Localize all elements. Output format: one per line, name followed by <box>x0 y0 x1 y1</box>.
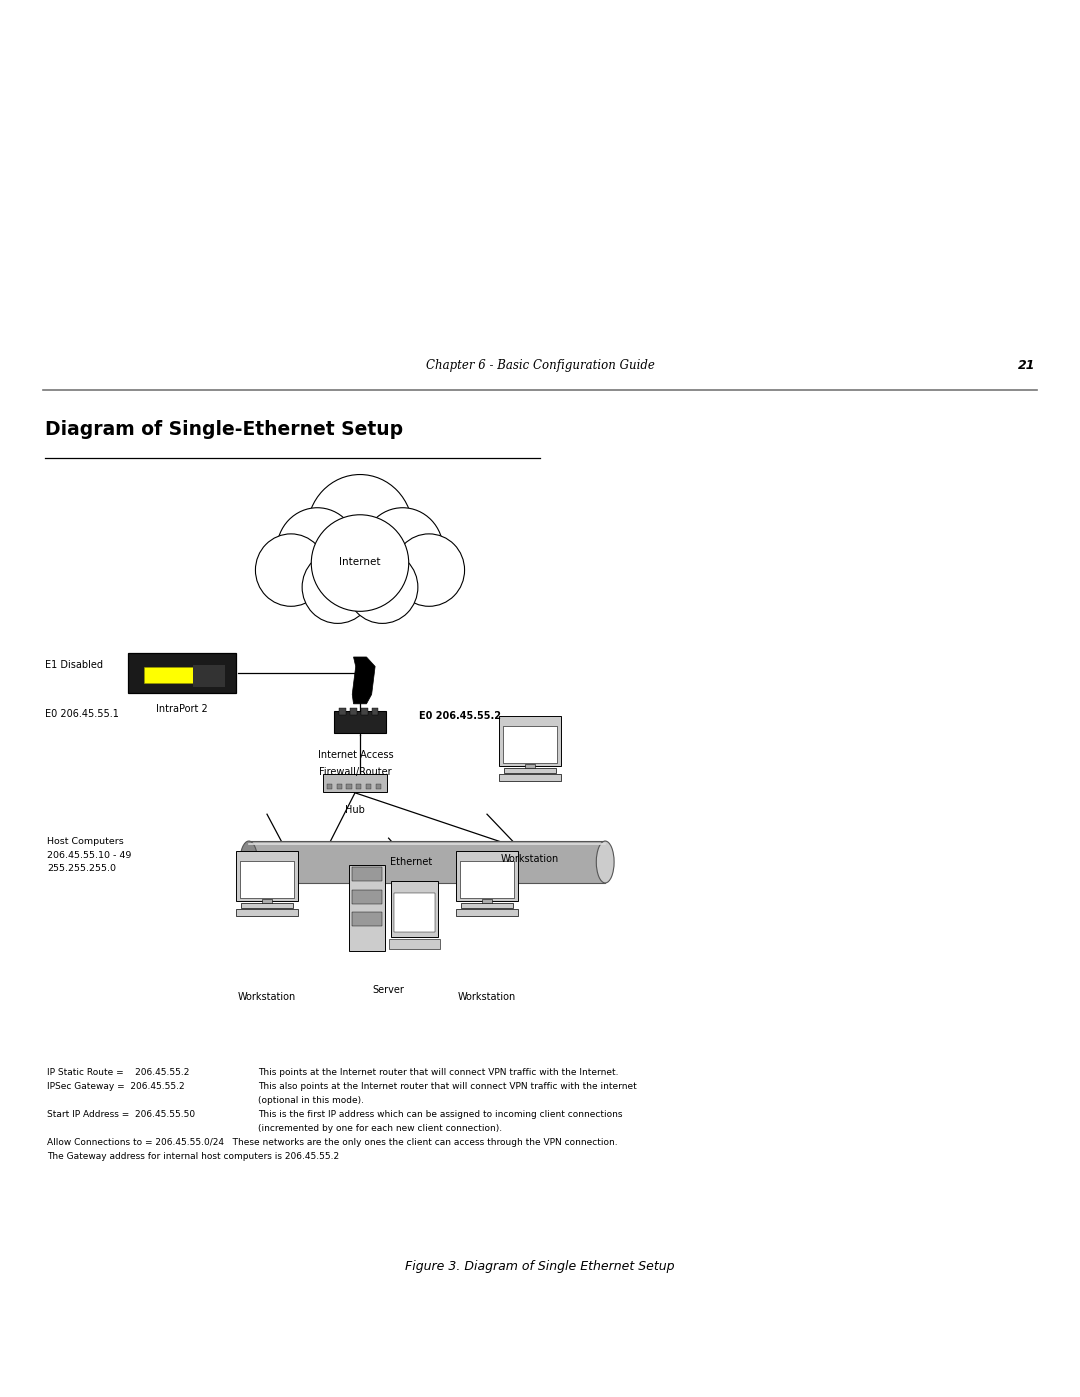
Text: E0 206.45.55.1: E0 206.45.55.1 <box>45 710 119 719</box>
Text: Figure 3. Diagram of Single Ethernet Setup: Figure 3. Diagram of Single Ethernet Set… <box>405 1260 675 1273</box>
Bar <box>499 715 562 766</box>
Text: Firewall/Router: Firewall/Router <box>320 767 392 777</box>
Text: Host Computers
206.45.55.10 - 49
255.255.255.0: Host Computers 206.45.55.10 - 49 255.255… <box>48 837 132 873</box>
Bar <box>391 882 438 937</box>
Ellipse shape <box>311 514 408 612</box>
Bar <box>241 904 293 908</box>
Text: Ethernet: Ethernet <box>390 856 432 868</box>
Ellipse shape <box>347 550 418 623</box>
Text: Workstation: Workstation <box>238 992 296 1002</box>
Bar <box>525 764 536 770</box>
Bar <box>248 841 605 883</box>
Bar <box>349 865 386 951</box>
Text: E1 Disabled: E1 Disabled <box>45 659 103 669</box>
Text: E0 206.45.55.2: E0 206.45.55.2 <box>419 711 501 721</box>
Bar <box>504 768 556 774</box>
Text: This is the first IP address which can be assigned to incoming client connection: This is the first IP address which can b… <box>258 1111 622 1119</box>
Text: This also points at the Internet router that will connect VPN traffic with the i: This also points at the Internet router … <box>258 1083 637 1091</box>
Bar <box>129 654 237 693</box>
Text: Allow Connections to = 206.45.55.0/24   These networks are the only ones the cli: Allow Connections to = 206.45.55.0/24 Th… <box>48 1139 618 1147</box>
Text: Start IP Address =  206.45.55.50: Start IP Address = 206.45.55.50 <box>48 1111 195 1119</box>
Bar <box>235 909 298 916</box>
Text: Workstation: Workstation <box>501 854 559 863</box>
Polygon shape <box>352 657 375 704</box>
Bar <box>350 708 356 715</box>
Bar <box>240 862 294 898</box>
Ellipse shape <box>393 534 464 606</box>
Bar <box>339 708 346 715</box>
Ellipse shape <box>240 841 258 883</box>
Bar <box>337 784 342 789</box>
Text: 21: 21 <box>1017 359 1035 372</box>
Bar <box>352 912 382 926</box>
Text: The Gateway address for internal host computers is 206.45.55.2: The Gateway address for internal host co… <box>48 1153 339 1161</box>
Ellipse shape <box>302 550 374 623</box>
Text: IP Static Route =    206.45.55.2: IP Static Route = 206.45.55.2 <box>48 1067 189 1077</box>
Bar <box>366 784 372 789</box>
Ellipse shape <box>256 534 326 606</box>
Ellipse shape <box>596 841 615 883</box>
Bar <box>456 851 518 901</box>
Bar <box>482 900 492 905</box>
Bar <box>456 909 518 916</box>
Bar <box>145 668 197 683</box>
Text: Hub: Hub <box>346 805 365 816</box>
Bar <box>347 784 352 789</box>
Text: Diagram of Single-Ethernet Setup: Diagram of Single-Ethernet Setup <box>45 420 403 439</box>
Bar <box>372 708 378 715</box>
Bar <box>352 890 382 904</box>
Text: Chapter 6 - Basic Configuration Guide: Chapter 6 - Basic Configuration Guide <box>426 359 654 372</box>
Bar <box>261 900 272 905</box>
Bar <box>394 893 435 932</box>
Bar <box>327 784 333 789</box>
Bar <box>352 868 382 882</box>
Text: Workstation: Workstation <box>458 992 516 1002</box>
Bar <box>334 711 386 733</box>
Bar <box>323 774 388 792</box>
Bar <box>460 862 514 898</box>
Text: Internet Access: Internet Access <box>318 750 393 760</box>
Text: IPSec Gateway =  206.45.55.2: IPSec Gateway = 206.45.55.2 <box>48 1083 185 1091</box>
Ellipse shape <box>276 507 357 592</box>
Text: This points at the Internet router that will connect VPN traffic with the Intern: This points at the Internet router that … <box>258 1067 619 1077</box>
Text: Internet: Internet <box>339 557 381 567</box>
Bar <box>361 708 367 715</box>
Text: IntraPort 2: IntraPort 2 <box>157 704 207 714</box>
Text: (optional in this mode).: (optional in this mode). <box>258 1097 364 1105</box>
Bar <box>376 784 381 789</box>
Ellipse shape <box>362 507 443 592</box>
Bar <box>503 726 557 763</box>
Text: Server: Server <box>373 985 405 995</box>
Text: (incremented by one for each new client connection).: (incremented by one for each new client … <box>258 1125 502 1133</box>
Bar <box>499 774 562 781</box>
Ellipse shape <box>307 475 413 585</box>
Bar <box>235 851 298 901</box>
Bar <box>389 939 441 949</box>
Bar <box>193 665 226 687</box>
Bar <box>356 784 362 789</box>
Bar <box>461 904 513 908</box>
